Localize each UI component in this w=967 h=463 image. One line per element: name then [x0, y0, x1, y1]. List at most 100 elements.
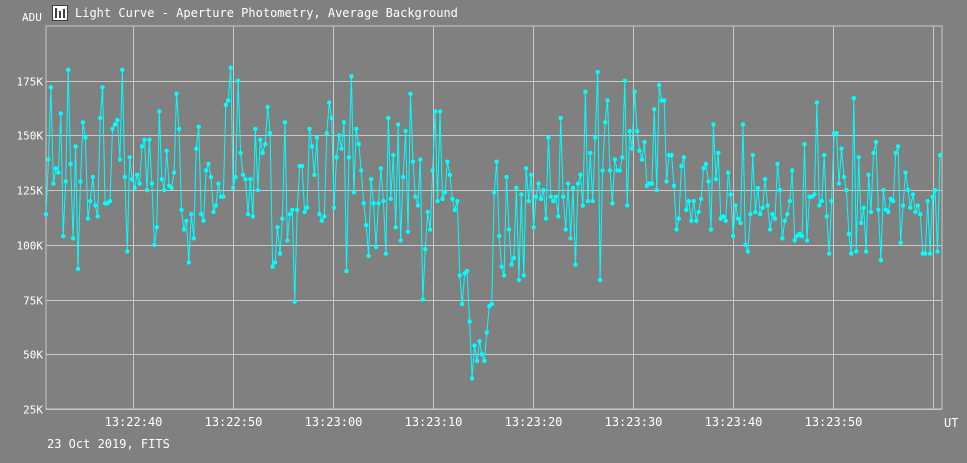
data-point[interactable]: [228, 65, 233, 70]
data-point[interactable]: [201, 218, 206, 223]
data-point[interactable]: [775, 161, 780, 167]
data-point[interactable]: [400, 174, 406, 180]
data-point[interactable]: [63, 179, 68, 184]
data-point[interactable]: [253, 126, 258, 132]
data-point[interactable]: [130, 177, 135, 182]
data-point[interactable]: [442, 190, 448, 195]
data-point[interactable]: [455, 198, 460, 204]
data-point[interactable]: [745, 249, 751, 254]
data-point[interactable]: [122, 174, 128, 180]
data-point[interactable]: [698, 196, 704, 202]
data-point[interactable]: [900, 203, 906, 208]
data-point[interactable]: [98, 115, 103, 121]
data-point[interactable]: [863, 249, 869, 254]
data-point[interactable]: [56, 170, 61, 175]
data-point[interactable]: [467, 319, 472, 324]
data-point[interactable]: [676, 216, 682, 221]
data-point[interactable]: [553, 194, 558, 199]
data-point[interactable]: [349, 74, 354, 79]
data-point[interactable]: [703, 161, 709, 167]
data-point[interactable]: [792, 238, 797, 243]
data-point[interactable]: [137, 181, 142, 186]
data-point[interactable]: [777, 187, 783, 193]
data-point[interactable]: [179, 207, 184, 212]
data-point[interactable]: [169, 185, 174, 191]
data-point[interactable]: [849, 251, 854, 256]
data-point[interactable]: [405, 229, 411, 234]
data-point[interactable]: [403, 128, 408, 134]
data-point[interactable]: [408, 91, 413, 97]
data-point[interactable]: [460, 301, 465, 307]
data-point[interactable]: [846, 231, 852, 237]
data-point[interactable]: [324, 131, 329, 136]
data-point[interactable]: [925, 198, 930, 204]
data-point[interactable]: [743, 242, 748, 248]
data-point[interactable]: [447, 172, 453, 177]
data-point[interactable]: [277, 251, 283, 256]
data-point[interactable]: [543, 216, 549, 221]
data-point[interactable]: [93, 203, 98, 208]
data-point[interactable]: [312, 172, 317, 177]
data-point[interactable]: [107, 198, 113, 204]
data-point[interactable]: [391, 152, 396, 158]
data-point[interactable]: [243, 177, 248, 182]
data-point[interactable]: [398, 238, 403, 243]
data-point[interactable]: [53, 166, 59, 171]
data-point[interactable]: [511, 255, 517, 261]
data-point[interactable]: [701, 166, 706, 171]
data-point[interactable]: [753, 209, 758, 215]
data-point[interactable]: [208, 174, 214, 180]
data-point[interactable]: [120, 67, 125, 73]
data-point[interactable]: [629, 146, 635, 151]
data-point[interactable]: [782, 218, 787, 223]
data-point[interactable]: [573, 262, 578, 267]
data-point[interactable]: [580, 203, 586, 208]
data-point[interactable]: [583, 89, 588, 94]
data-point[interactable]: [839, 146, 844, 151]
data-point[interactable]: [654, 187, 659, 193]
data-point[interactable]: [824, 214, 829, 219]
data-point[interactable]: [223, 102, 228, 108]
data-point[interactable]: [541, 187, 546, 193]
data-point[interactable]: [134, 172, 140, 177]
data-point[interactable]: [435, 198, 440, 204]
data-point[interactable]: [935, 249, 940, 254]
data-point[interactable]: [58, 111, 63, 116]
data-point[interactable]: [162, 187, 167, 193]
data-point[interactable]: [371, 201, 376, 206]
data-point[interactable]: [282, 120, 288, 125]
data-point[interactable]: [317, 212, 322, 217]
data-point[interactable]: [304, 205, 310, 210]
data-point[interactable]: [785, 212, 790, 217]
data-point[interactable]: [359, 168, 364, 173]
data-point[interactable]: [73, 144, 78, 149]
data-point[interactable]: [632, 89, 637, 94]
data-point[interactable]: [713, 177, 719, 182]
data-point[interactable]: [817, 203, 822, 208]
data-point[interactable]: [267, 131, 273, 136]
data-point[interactable]: [245, 212, 251, 217]
data-point[interactable]: [679, 163, 684, 169]
data-point[interactable]: [472, 343, 477, 348]
data-point[interactable]: [526, 198, 531, 204]
data-point[interactable]: [61, 233, 66, 239]
data-point[interactable]: [309, 144, 315, 149]
data-point[interactable]: [652, 107, 657, 112]
data-point[interactable]: [351, 190, 357, 195]
data-point[interactable]: [814, 100, 820, 105]
data-point[interactable]: [492, 190, 497, 195]
data-point[interactable]: [561, 194, 566, 199]
data-point[interactable]: [221, 194, 226, 199]
data-point[interactable]: [908, 205, 913, 210]
data-point[interactable]: [927, 251, 933, 256]
data-point[interactable]: [546, 135, 551, 140]
data-point[interactable]: [329, 115, 334, 121]
data-point[interactable]: [457, 273, 462, 278]
data-point[interactable]: [854, 249, 859, 254]
data-point[interactable]: [331, 205, 337, 210]
data-point[interactable]: [738, 220, 743, 226]
data-point[interactable]: [674, 227, 679, 232]
data-point[interactable]: [275, 225, 280, 230]
data-point[interactable]: [841, 174, 847, 180]
data-point[interactable]: [558, 115, 563, 121]
